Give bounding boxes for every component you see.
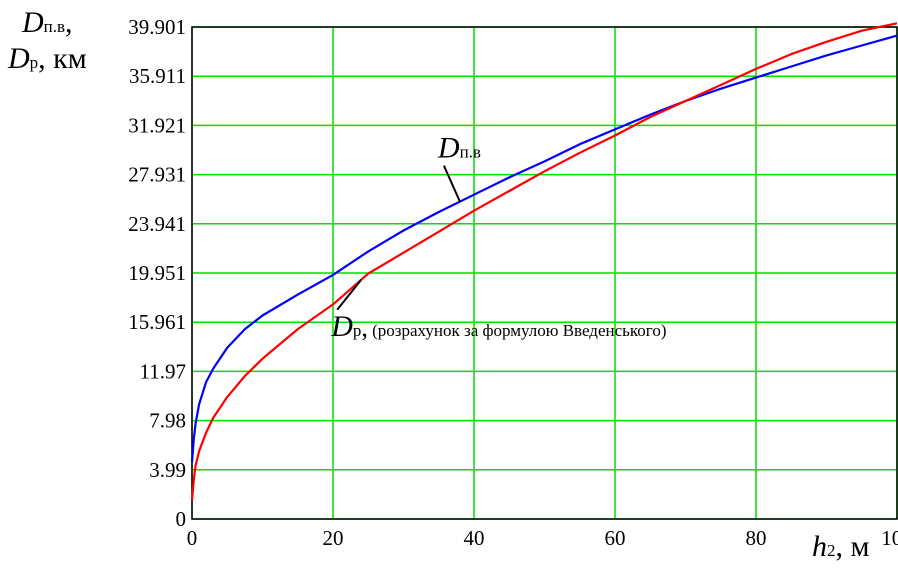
y-tick-label: 3.99 — [149, 458, 186, 482]
x-tick-label: 20 — [323, 526, 344, 550]
annotation-leader-line — [442, 165, 461, 203]
series-line — [190, 34, 898, 463]
y-tick-label: 11.97 — [140, 359, 186, 383]
y-tick-label: 15.961 — [128, 310, 186, 334]
y-tick-label: 0 — [176, 507, 187, 531]
x-tick-label: 60 — [605, 526, 626, 550]
x-tick-label: 100 — [881, 526, 898, 550]
x-tick-label: 0 — [187, 526, 198, 550]
x-tick-label: 40 — [464, 526, 485, 550]
y-axis-label-line-2: Dp, км — [8, 42, 87, 75]
y-axis-label-line-1: Dп.в, — [22, 6, 73, 39]
y-tick-label: 27.931 — [128, 163, 186, 187]
plot-border — [191, 26, 898, 520]
y-tick-label: 39.901 — [128, 15, 186, 39]
annotation-label: Dp, (розрахунок за формулою Введенського… — [330, 310, 666, 343]
series-line — [190, 22, 898, 501]
y-tick-label: 23.941 — [128, 212, 186, 236]
x-axis-label: h2, м — [812, 530, 870, 563]
y-tick-label: 35.911 — [129, 64, 186, 88]
y-tick-label: 7.98 — [149, 409, 186, 433]
y-tick-label: 31.921 — [128, 113, 186, 137]
annotation-leader-line — [336, 279, 362, 311]
y-tick-label: 19.951 — [128, 261, 186, 285]
x-tick-label: 80 — [746, 526, 767, 550]
annotation-label: Dп.в — [437, 132, 481, 165]
